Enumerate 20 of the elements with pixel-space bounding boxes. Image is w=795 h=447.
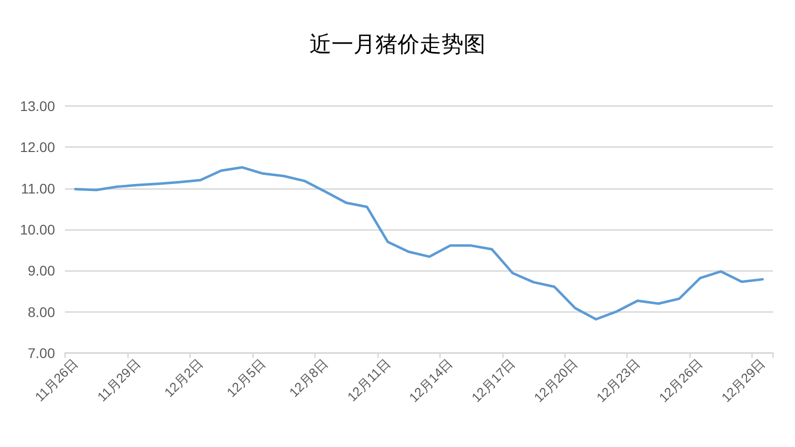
y-tick-label: 10.00 xyxy=(20,222,56,238)
x-tick-label: 12月20日 xyxy=(531,356,580,406)
y-tick-label: 11.00 xyxy=(21,180,56,196)
x-tick-label: 12月2日 xyxy=(161,356,206,400)
y-tick-label: 13.00 xyxy=(20,98,56,114)
x-tick-label: 12月11日 xyxy=(344,356,394,404)
line-series xyxy=(74,166,764,320)
x-tick-label: 12月23日 xyxy=(594,356,643,406)
y-tick-label: 12.00 xyxy=(20,139,56,156)
x-tick-label: 11月29日 xyxy=(94,356,144,404)
x-tick-label: 12月8日 xyxy=(286,356,331,400)
x-tick-label: 12月26日 xyxy=(656,356,706,406)
y-tick-label: 8.00 xyxy=(28,304,56,320)
y-tick-label: 9.00 xyxy=(28,262,56,279)
y-tick-label: 7.00 xyxy=(28,345,56,361)
x-tick-label: 12月17日 xyxy=(468,356,518,406)
x-tick-label: 12月5日 xyxy=(224,356,268,400)
x-tick-label: 12月14日 xyxy=(406,356,456,406)
x-tick-label: 12月29日 xyxy=(718,356,768,406)
chart-title: 近一月猪价走势图 xyxy=(310,32,486,56)
